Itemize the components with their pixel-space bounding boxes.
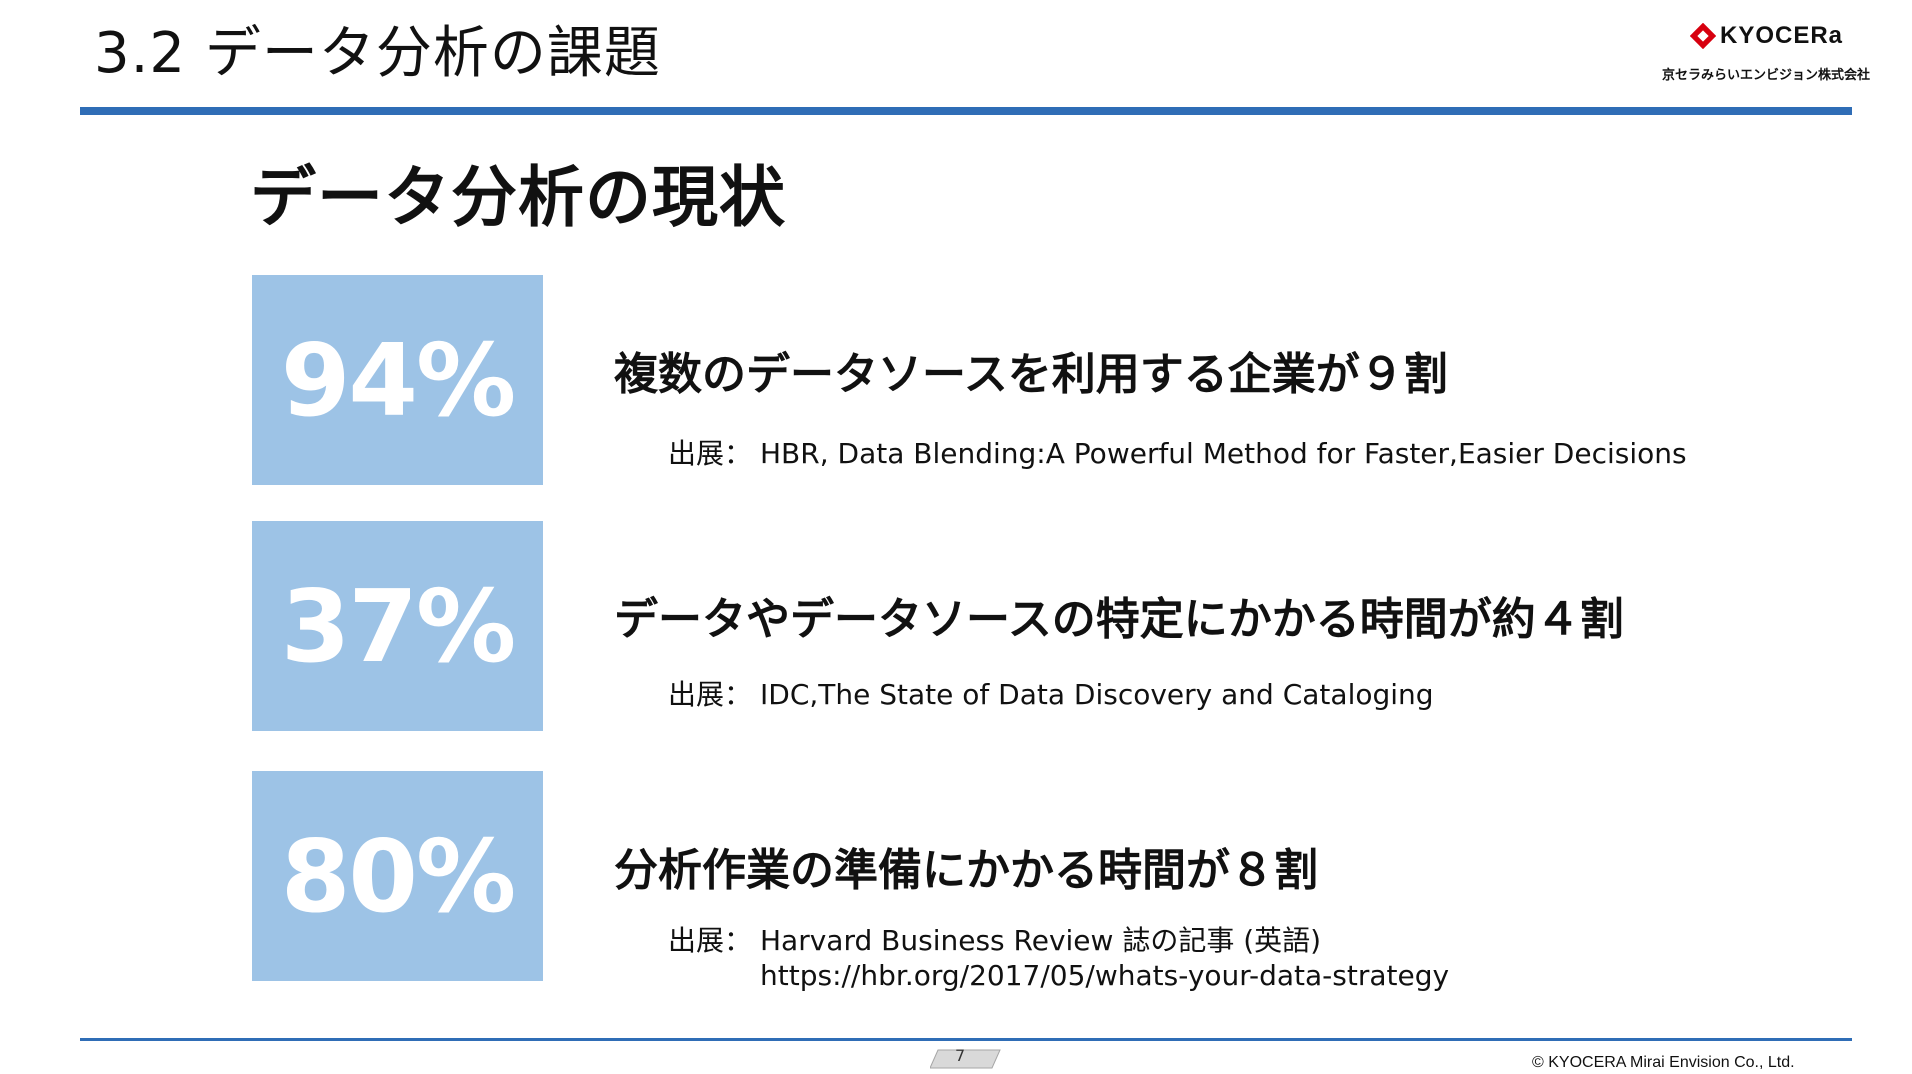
logo-wordmark: KYOCERa — [1720, 22, 1844, 49]
source-label: 出展： — [668, 924, 753, 957]
stat-description-1: 複数のデータソースを利用する企業が９割 — [614, 349, 1448, 400]
stat-value: 94% — [280, 321, 516, 439]
source-label: 出展： — [668, 678, 753, 711]
page-tab-icon — [930, 1049, 1001, 1069]
stat-description-3: 分析作業の準備にかかる時間が８割 — [614, 845, 1318, 896]
source-text: Harvard Business Review 誌の記事 (英語) — [760, 924, 1322, 957]
stat-box-2: 37% — [252, 521, 543, 731]
copyright: © KYOCERA Mirai Envision Co., Ltd. — [1532, 1054, 1795, 1071]
logo-subtitle: 京セラみらいエンビジョン株式会社 — [1662, 68, 1871, 83]
slide-title: 3.2 データ分析の課題 — [94, 21, 661, 86]
source-label: 出展： — [668, 437, 753, 470]
header-divider — [80, 107, 1852, 115]
source-text: HBR, Data Blending:A Powerful Method for… — [760, 437, 1687, 470]
company-logo: KYOCERa 京セラみらいエンビジョン株式会社 — [1660, 22, 1870, 92]
source-3: 出展： Harvard Business Review 誌の記事 (英語) — [668, 923, 1321, 959]
footer-divider — [80, 1038, 1852, 1041]
stat-value: 37% — [280, 567, 516, 685]
stat-box-3: 80% — [252, 771, 543, 981]
source-text: IDC,The State of Data Discovery and Cata… — [760, 678, 1434, 711]
kyocera-logo-icon — [1690, 23, 1716, 49]
section-heading: データ分析の現状 — [250, 159, 786, 236]
stat-description-2: データやデータソースの特定にかかる時間が約４割 — [614, 594, 1624, 645]
stat-box-1: 94% — [252, 275, 543, 485]
page-number: 7 — [955, 1046, 966, 1065]
stat-value: 80% — [280, 817, 516, 935]
source-2: 出展： IDC,The State of Data Discovery and C… — [668, 677, 1434, 713]
source-url[interactable]: https://hbr.org/2017/05/whats-your-data-… — [760, 959, 1450, 992]
source-1: 出展： HBR, Data Blending:A Powerful Method … — [668, 436, 1687, 472]
